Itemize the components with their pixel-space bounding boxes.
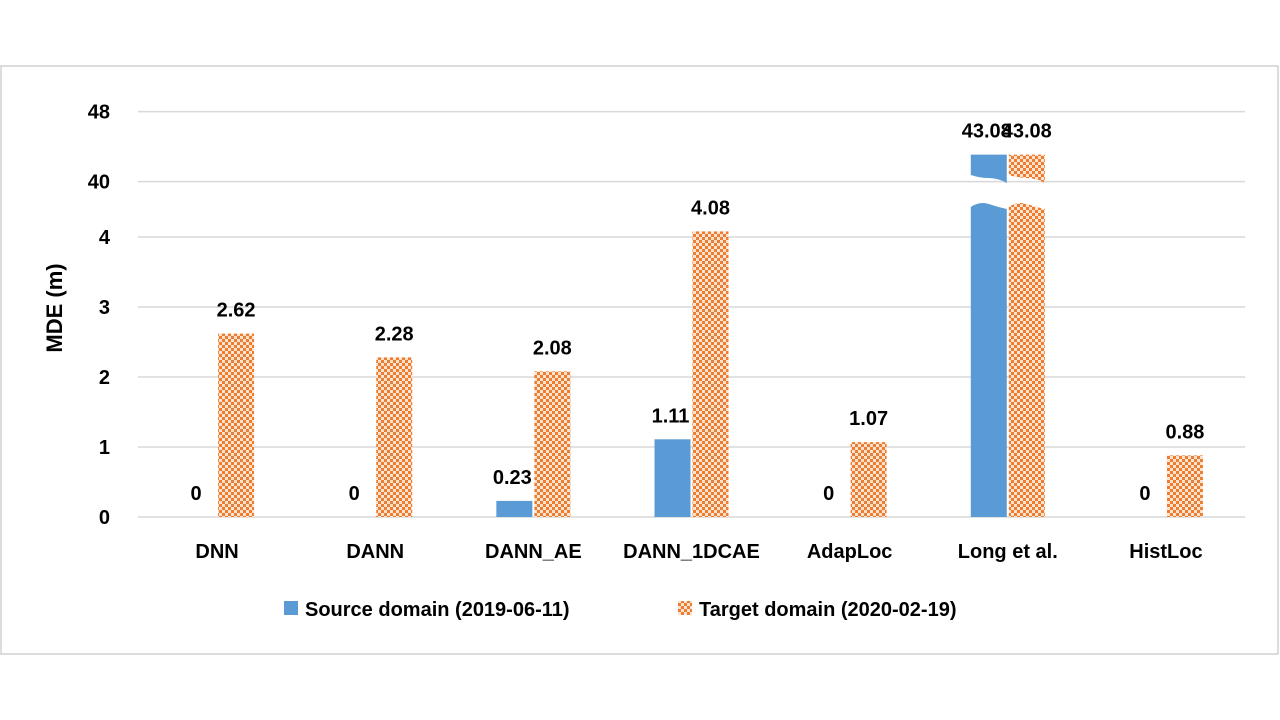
y-tick-label: 0 — [99, 507, 110, 529]
bar — [850, 442, 887, 517]
x-tick-label: DANN_AE — [485, 541, 582, 563]
data-label: 1.11 — [652, 405, 690, 427]
data-label: 2.62 — [217, 300, 256, 322]
data-label: 0 — [1139, 483, 1150, 505]
x-tick-label: AdapLoc — [807, 541, 893, 563]
y-tick-label: 40 — [88, 172, 110, 194]
y-tick-label: 48 — [88, 102, 110, 124]
x-tick-label: DANN — [346, 541, 404, 563]
x-tick-label: DANN_1DCAE — [623, 541, 760, 563]
bar-lower-part — [1008, 203, 1045, 517]
bar — [692, 231, 729, 517]
bar-upper-part — [1008, 154, 1045, 183]
data-label: 1.07 — [849, 408, 888, 430]
x-tick-label: DNN — [195, 541, 238, 563]
legend-label: Source domain (2019-06-11) — [305, 599, 570, 621]
data-label: 0 — [191, 483, 202, 505]
x-axis-ticks: DNN DANN DANN_AE DANN_1DCAE AdapLoc Long et a… — [195, 541, 1202, 563]
bars — [218, 154, 1203, 517]
legend-swatch — [284, 601, 298, 615]
data-label: 2.28 — [375, 323, 414, 345]
bar — [970, 154, 1007, 517]
x-tick-label: Long et al. — [958, 541, 1058, 563]
legend: Source domain (2019-06-11) Target domain … — [284, 599, 957, 621]
y-tick-label: 2 — [99, 367, 110, 389]
legend-swatch — [678, 601, 692, 615]
y-tick-label: 3 — [99, 297, 110, 319]
y-tick-label: 4 — [99, 227, 111, 249]
legend-label: Target domain (2020-02-19) — [699, 599, 957, 621]
chart-border — [0, 65, 1279, 655]
data-label: 0 — [349, 483, 360, 505]
bar-upper-part — [970, 154, 1007, 183]
bar — [534, 371, 571, 517]
data-label: 43.08 — [962, 121, 1012, 143]
bar — [654, 439, 691, 517]
data-label: 0.23 — [493, 467, 532, 489]
data-label: 0 — [823, 483, 834, 505]
bar — [1166, 455, 1203, 517]
x-tick-label: HistLoc — [1129, 541, 1202, 563]
bar-lower-part — [970, 203, 1007, 517]
bar — [1008, 154, 1045, 517]
y-axis-ticks: 0 1 2 3 4 40 48 — [88, 102, 111, 529]
data-label: 2.08 — [533, 337, 572, 359]
data-label: 4.08 — [691, 197, 730, 219]
gridlines — [138, 110, 1245, 518]
data-labels: 0 0 0.23 1.11 0 43.08 0 2.62 2.28 2.08 4.08 1.07 43.… — [191, 121, 1205, 505]
bar — [496, 500, 533, 517]
data-label: 43.08 — [1002, 121, 1052, 143]
bar — [376, 357, 413, 517]
y-tick-label: 1 — [99, 437, 110, 459]
data-label: 0.88 — [1165, 421, 1204, 443]
y-axis-label: MDE (m) — [42, 263, 67, 352]
bar — [218, 333, 255, 517]
